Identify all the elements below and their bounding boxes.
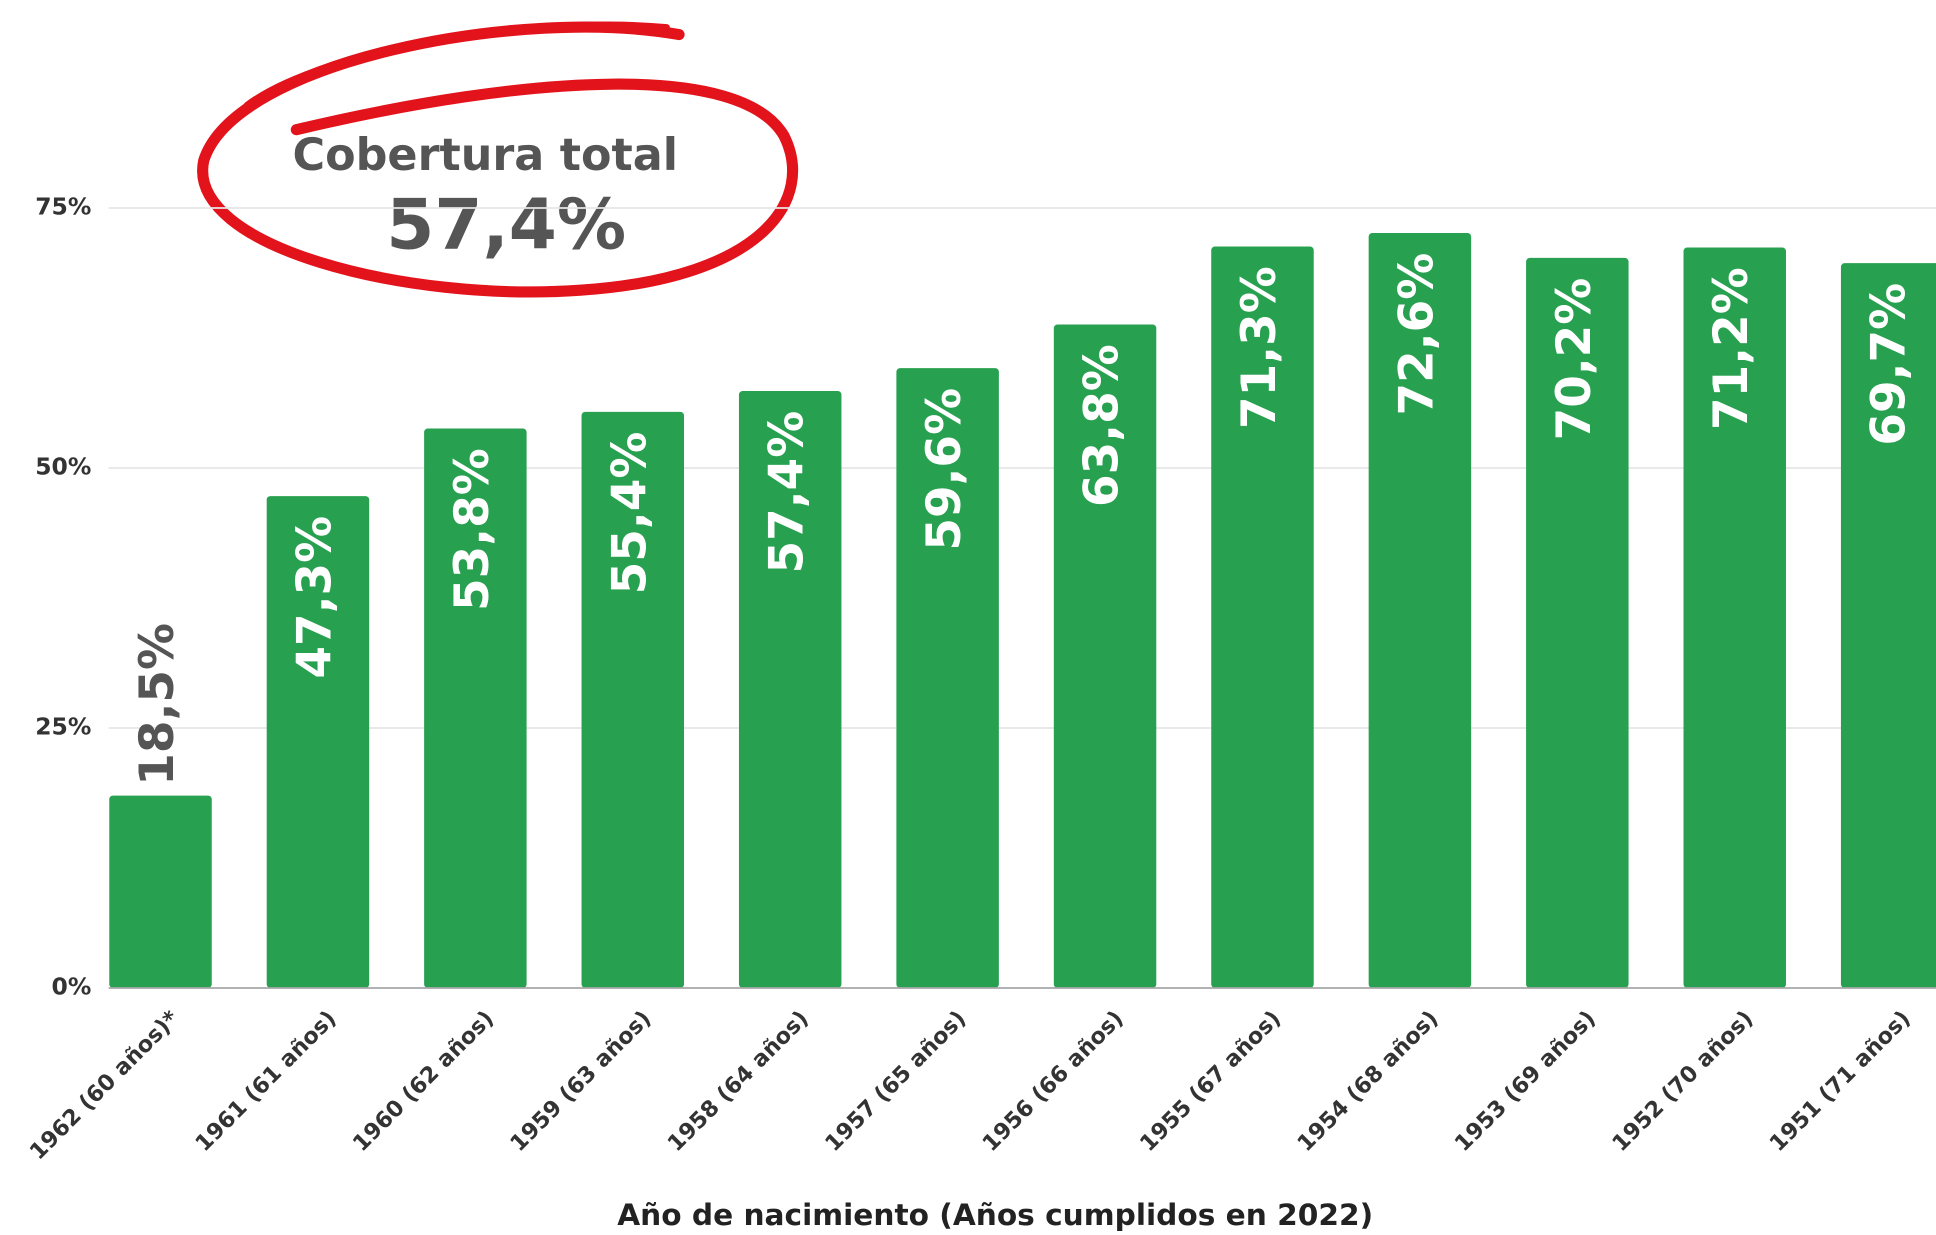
- y-tick-label: 0%: [52, 972, 92, 1000]
- y-tick-label: 50%: [35, 452, 91, 480]
- value-label: 55,4%: [602, 432, 657, 595]
- x-tick-label: 1957 (65 años): [820, 1006, 971, 1157]
- value-label: 69,7%: [1862, 283, 1917, 446]
- x-tick-label: 1958 (64 años): [663, 1006, 814, 1157]
- value-label: 72,6%: [1389, 253, 1444, 416]
- value-label: 70,2%: [1547, 278, 1602, 441]
- x-tick-label: 1953 (69 años): [1450, 1006, 1601, 1157]
- chart: Cobertura total 57,4% Año de nacimiento …: [0, 0, 1936, 1235]
- value-label: 59,6%: [917, 388, 972, 551]
- x-tick-label: 1960 (62 años): [348, 1006, 499, 1157]
- x-tick-label: 1962 (60 años)*: [25, 1005, 185, 1165]
- x-tick-label: 1951 (71 años): [1765, 1006, 1916, 1157]
- x-tick-label: 1952 (70 años): [1607, 1006, 1758, 1157]
- x-tick-label: 1954 (68 años): [1292, 1006, 1443, 1157]
- x-axis-title: Año de nacimiento (Años cumplidos en 202…: [617, 1197, 1373, 1232]
- value-label: 18,5%: [130, 623, 185, 786]
- x-tick-label: 1959 (63 años): [505, 1006, 656, 1157]
- bar: [109, 796, 211, 988]
- value-label: 63,8%: [1075, 344, 1130, 507]
- value-label: 57,4%: [760, 411, 815, 574]
- y-tick-label: 75%: [35, 192, 91, 220]
- annotation-value: 57,4%: [386, 186, 626, 266]
- page: {"chart_data": {"type": "bar", "annotati…: [0, 0, 1936, 1235]
- value-label: 53,8%: [445, 448, 500, 611]
- x-tick-label: 1955 (67 años): [1135, 1006, 1286, 1157]
- value-label: 47,3%: [287, 516, 342, 679]
- value-label: 71,3%: [1232, 266, 1287, 429]
- y-tick-label: 25%: [35, 712, 91, 740]
- annotation-title: Cobertura total: [293, 130, 678, 181]
- x-tick-label: 1956 (66 años): [978, 1006, 1129, 1157]
- value-label: 71,2%: [1704, 267, 1759, 430]
- x-tick-label: 1961 (61 años): [190, 1006, 341, 1157]
